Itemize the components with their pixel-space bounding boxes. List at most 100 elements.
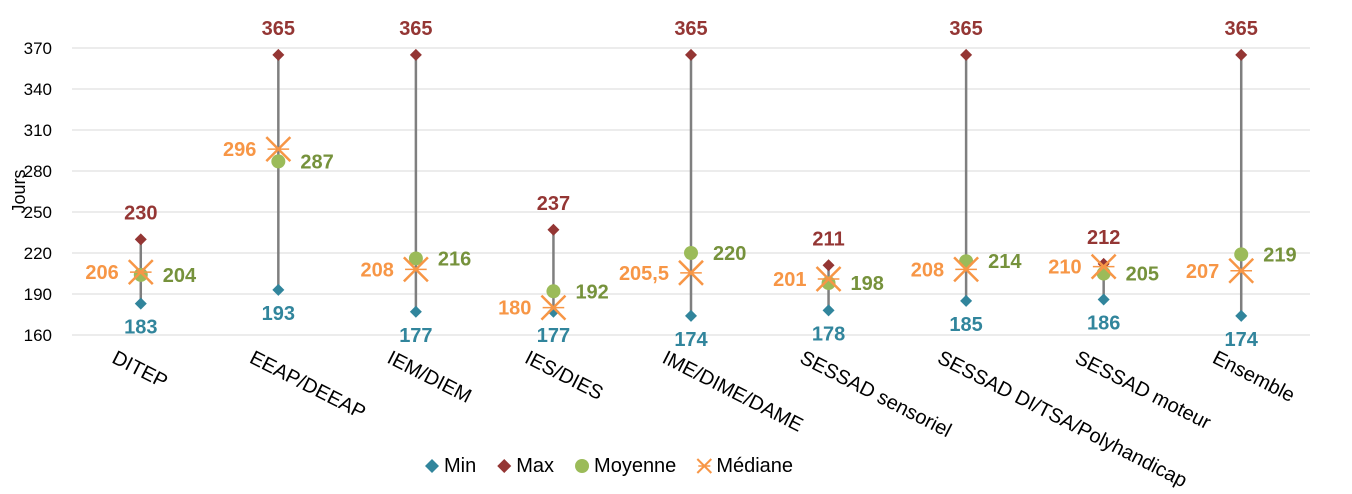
max-label: 212 [1087,227,1120,249]
category-label: IME/DIME/DAME [659,347,807,437]
moyenne-marker [1096,266,1111,281]
category-label: SESSAD DI/TSA/Polyhandicap [934,347,1191,492]
mediane-marker [403,256,429,283]
max-marker [822,259,835,272]
mediane-label: 205,5 [619,263,669,285]
legend-item-max: Max [497,455,554,477]
mediane-marker [127,259,154,286]
legend-marker [425,459,439,473]
min-marker [409,305,422,318]
legend-marker [575,459,590,473]
y-tick-label: 250 [24,203,52,222]
y-tick-label: 370 [24,39,52,58]
max-label: 365 [262,18,295,40]
legend-item-min: Min [425,455,476,477]
min-label: 174 [674,329,708,351]
max-label: 237 [537,193,570,215]
moyenne-label: 287 [300,151,333,173]
max-marker [409,48,422,61]
mediane-marker [540,294,567,321]
y-tick-label: 280 [24,162,52,181]
min-label: 193 [262,303,295,325]
mediane-marker [1228,257,1255,284]
max-marker [685,48,697,61]
legend-label: Max [516,455,554,477]
moyenne-marker [133,267,148,282]
max-marker [134,233,147,246]
min-label: 185 [949,314,982,336]
moyenne-label: 205 [1126,264,1159,286]
y-tick-label: 160 [24,326,52,345]
min-label: 174 [1225,329,1259,351]
legend: Min Max Moyenne Médiane [425,455,793,477]
moyenne-marker [1234,247,1249,262]
y-axis-title: Jours [9,169,29,213]
category-label: SESSAD moteur [1071,347,1214,434]
min-marker [1235,309,1248,322]
min-label: 183 [124,317,157,339]
y-tick-label: 340 [24,80,52,99]
mediane-marker [265,136,292,163]
min-marker [547,305,560,318]
category-label: SESSAD sensoriel [796,347,955,442]
min-marker [960,294,973,307]
legend-label: Min [444,455,476,477]
mediane-label: 296 [223,139,256,161]
max-label: 365 [1225,18,1258,40]
min-label: 177 [537,325,570,347]
min-marker [272,283,285,296]
max-label: 211 [812,228,844,250]
category-label: EEAP/DEEAP [246,347,369,424]
moyenne-label: 219 [1263,244,1296,266]
mediane-label: 208 [911,259,944,281]
mediane-label: 206 [85,262,118,284]
data-labels: 183 230 204 206 193 365 287 296 177 365 216 208 177 2… [85,18,1296,351]
min-label: 178 [812,323,845,345]
moyenne-label: 198 [851,273,884,295]
moyenne-marker [546,284,561,299]
y-tick-label: 310 [24,121,52,140]
moyenne-label: 216 [438,248,471,270]
max-marker [960,48,973,61]
max-label: 365 [674,18,707,40]
legend-marker [497,459,512,473]
moyenne-label: 220 [713,243,746,265]
legend-item-mdiane: Médiane [696,455,793,477]
min-marker [1097,293,1110,306]
legend-label: Moyenne [594,455,676,477]
category-label: IES/DIES [521,347,606,405]
category-label: DITEP [109,347,171,393]
min-marker [822,304,835,317]
mediane-label: 201 [773,269,806,291]
y-tick-label: 220 [24,244,52,263]
y-axis-ticks: 160 190 220 250 280 310 340 370 [24,39,52,345]
mediane-label: 210 [1048,257,1081,279]
mediane-label: 207 [1186,261,1219,283]
markers [127,48,1255,322]
mediane-marker [815,266,842,292]
moyenne-marker [271,154,286,169]
legend-item-moyenne: Moyenne [575,455,676,477]
min-label: 177 [399,325,432,347]
mediane-marker [953,256,979,283]
category-label: Ensemble [1209,347,1298,407]
max-label: 230 [124,202,157,224]
y-tick-label: 190 [24,285,52,304]
moyenne-label: 192 [575,281,608,303]
legend-label: Médiane [716,455,793,477]
min-marker [134,297,147,310]
category-label: IEM/DIEM [384,347,475,408]
max-label: 365 [949,18,982,40]
moyenne-label: 204 [163,265,197,287]
min-label: 186 [1087,312,1120,334]
x-axis-categories: DITEP EEAP/DEEAP IEM/DIEM IES/DIES IME/DIME/… [109,347,1299,492]
mediane-label: 180 [498,298,531,320]
legend-marker [696,458,713,474]
moyenne-label: 214 [988,251,1022,273]
min-marker [685,309,697,322]
moyenne-marker [684,246,698,260]
mediane-marker [1090,253,1117,280]
max-label: 365 [399,18,432,40]
max-marker [547,223,560,236]
